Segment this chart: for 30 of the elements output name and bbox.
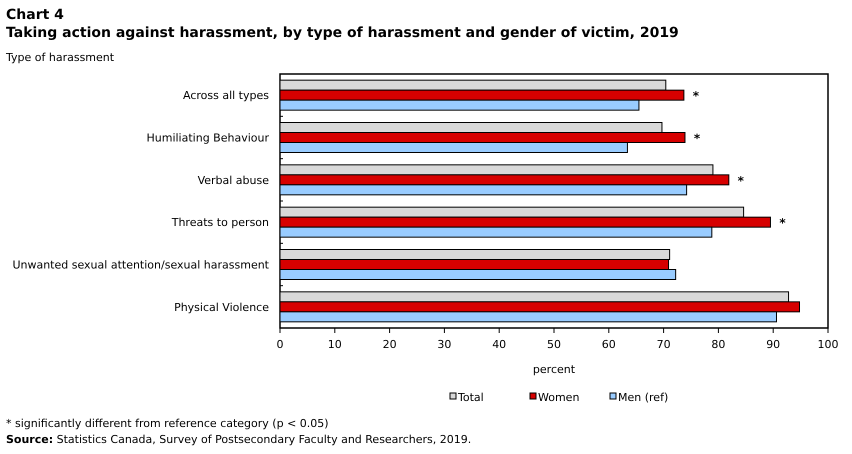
legend-label: Total [457, 391, 484, 404]
x-tick-label: 0 [276, 338, 284, 351]
chart-subtitle: Taking action against harassment, by type of harassment and gender of victim, 2019 [6, 25, 679, 41]
annotation: * [738, 174, 745, 188]
text: Chart 4 [6, 7, 64, 23]
x-tick-label: 10 [328, 338, 342, 351]
x-axis-title: percent [532, 363, 576, 376]
y-tick-label: Verbal abuse [198, 174, 270, 187]
annotation: * [694, 132, 701, 146]
y-axis-title: Type of harassment [5, 51, 115, 64]
y-tick-label: Across all types [182, 89, 270, 102]
x-tick-label: 30 [437, 338, 452, 351]
legend-label: Women [538, 391, 580, 404]
source-note: Source: Statistics Canada, Survey of Postsecondary Faculty and Researchers, 2019. [6, 433, 472, 446]
legend-label: Men (ref) [618, 391, 668, 404]
annotation: * [692, 89, 700, 104]
x-tick-label: 40 [492, 338, 506, 351]
x-tick-label: 100 [818, 338, 838, 351]
y-tick-label: Unwanted sexual attention/sexual harassment [12, 258, 270, 272]
annotation: * [779, 216, 786, 230]
x-tick-label: 70 [656, 338, 671, 351]
x-tick-label: 80 [711, 338, 726, 351]
x-tick-label: 50 [547, 338, 561, 351]
y-tick-label: Humiliating Behaviour [146, 132, 270, 144]
y-tick-label: Physical Violence [174, 300, 270, 314]
y-tick-label: Threats to person [170, 216, 270, 230]
x-tick-label: 60 [602, 338, 616, 351]
x-tick-label: 90 [766, 338, 780, 351]
text: * significantly different from reference category (p < 0.05) [6, 417, 329, 430]
x-tick-label: 20 [382, 338, 397, 351]
